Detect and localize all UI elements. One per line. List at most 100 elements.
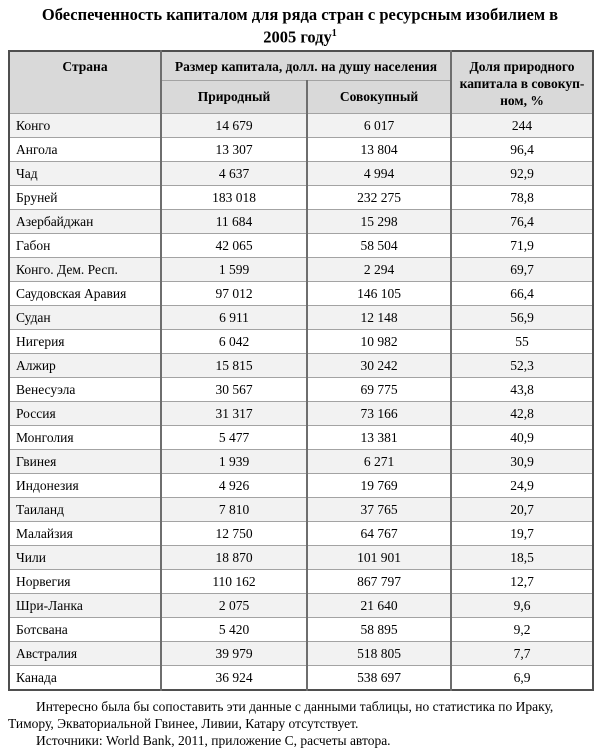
cell-natural: 97 012	[160, 280, 308, 306]
cell-total: 19 769	[306, 472, 452, 498]
cell-natural: 13 307	[160, 136, 308, 162]
cell-total: 232 275	[306, 184, 452, 210]
table-row: Ботсвана 5 420 58 895 9,2	[8, 616, 594, 642]
cell-natural: 5 477	[160, 424, 308, 450]
table-row: Габон 42 065 58 504 71,9	[8, 232, 594, 258]
table-row: Бруней 183 018 232 275 78,8	[8, 184, 594, 210]
cell-country: Конго. Дем. Респ.	[8, 256, 162, 282]
header-natural: Природный	[160, 79, 308, 114]
table-row: Конго. Дем. Респ. 1 599 2 294 69,7	[8, 256, 594, 282]
cell-share: 52,3	[450, 352, 594, 378]
cell-country: Индонезия	[8, 472, 162, 498]
cell-natural: 14 679	[160, 112, 308, 138]
table-row: Конго 14 679 6 017 244	[8, 112, 594, 138]
table-row: Гвинея 1 939 6 271 30,9	[8, 448, 594, 474]
cell-share: 78,8	[450, 184, 594, 210]
table-row: Россия 31 317 73 166 42,8	[8, 400, 594, 426]
cell-total: 538 697	[306, 664, 452, 690]
cell-share: 9,6	[450, 592, 594, 618]
cell-natural: 4 637	[160, 160, 308, 186]
cell-share: 244	[450, 112, 594, 138]
table-row: Нигерия 6 042 10 982 55	[8, 328, 594, 354]
cell-total: 518 805	[306, 640, 452, 666]
cell-total: 73 166	[306, 400, 452, 426]
cell-share: 43,8	[450, 376, 594, 402]
cell-natural: 2 075	[160, 592, 308, 618]
cell-share: 7,7	[450, 640, 594, 666]
note-sources: Источники: World Bank, 2011, приложение …	[36, 732, 391, 748]
cell-natural: 12 750	[160, 520, 308, 546]
cell-natural: 7 810	[160, 496, 308, 522]
table-row: Чили 18 870 101 901 18,5	[8, 544, 594, 570]
capital-table: Страна Размер капитала, долл. на душу на…	[8, 49, 594, 691]
cell-share: 96,4	[450, 136, 594, 162]
cell-country: Шри-Ланка	[8, 592, 162, 618]
cell-share: 30,9	[450, 448, 594, 474]
cell-total: 101 901	[306, 544, 452, 570]
cell-share: 20,7	[450, 496, 594, 522]
table-row: Малайзия 12 750 64 767 19,7	[8, 520, 594, 546]
table-row: Монголия 5 477 13 381 40,9	[8, 424, 594, 450]
cell-natural: 31 317	[160, 400, 308, 426]
cell-total: 69 775	[306, 376, 452, 402]
cell-natural: 42 065	[160, 232, 308, 258]
cell-country: Нигерия	[8, 328, 162, 354]
cell-natural: 11 684	[160, 208, 308, 234]
cell-share: 6,9	[450, 664, 594, 690]
cell-total: 6 271	[306, 448, 452, 474]
note-comment: Интересно была бы сопоставить эти данные…	[8, 698, 554, 731]
cell-country: Чад	[8, 160, 162, 186]
cell-total: 37 765	[306, 496, 452, 522]
cell-natural: 1 939	[160, 448, 308, 474]
cell-share: 92,9	[450, 160, 594, 186]
cell-natural: 15 815	[160, 352, 308, 378]
cell-total: 64 767	[306, 520, 452, 546]
footnotes: Интересно была бы сопоставить эти данные…	[8, 698, 592, 749]
header-total: Совокупный	[306, 79, 452, 114]
cell-country: Азербайджан	[8, 208, 162, 234]
table-row: Судан 6 911 12 148 56,9	[8, 304, 594, 330]
cell-country: Конго	[8, 112, 162, 138]
table-row: Алжир 15 815 30 242 52,3	[8, 352, 594, 378]
cell-total: 21 640	[306, 592, 452, 618]
cell-total: 2 294	[306, 256, 452, 282]
table-row: Ангола 13 307 13 804 96,4	[8, 136, 594, 162]
cell-country: Монголия	[8, 424, 162, 450]
cell-country: Судан	[8, 304, 162, 330]
cell-total: 4 994	[306, 160, 452, 186]
cell-share: 40,9	[450, 424, 594, 450]
cell-share: 71,9	[450, 232, 594, 258]
cell-total: 58 504	[306, 232, 452, 258]
footnote-marker: 1	[331, 28, 337, 39]
cell-share: 12,7	[450, 568, 594, 594]
cell-share: 42,8	[450, 400, 594, 426]
cell-country: Саудовская Аравия	[8, 280, 162, 306]
cell-total: 6 017	[306, 112, 452, 138]
cell-total: 146 105	[306, 280, 452, 306]
cell-country: Габон	[8, 232, 162, 258]
table-row: Таиланд 7 810 37 765 20,7	[8, 496, 594, 522]
table-header: Страна Размер капитала, долл. на душу на…	[8, 50, 594, 114]
cell-country: Россия	[8, 400, 162, 426]
cell-country: Венесуэла	[8, 376, 162, 402]
cell-total: 15 298	[306, 208, 452, 234]
cell-total: 30 242	[306, 352, 452, 378]
page-title: Обеспеченность капиталом для ряда стран …	[20, 5, 580, 47]
document-page: { "page": { "title_line1": "Обеспеченнос…	[0, 5, 600, 753]
cell-natural: 5 420	[160, 616, 308, 642]
cell-share: 9,2	[450, 616, 594, 642]
cell-share: 56,9	[450, 304, 594, 330]
cell-natural: 18 870	[160, 544, 308, 570]
cell-natural: 1 599	[160, 256, 308, 282]
cell-share: 69,7	[450, 256, 594, 282]
cell-share: 76,4	[450, 208, 594, 234]
header-country: Страна	[8, 50, 162, 114]
table-row: Венесуэла 30 567 69 775 43,8	[8, 376, 594, 402]
table-row: Норвегия 110 162 867 797 12,7	[8, 568, 594, 594]
cell-country: Ботсвана	[8, 616, 162, 642]
cell-total: 13 804	[306, 136, 452, 162]
cell-country: Алжир	[8, 352, 162, 378]
cell-country: Малайзия	[8, 520, 162, 546]
page-title-line1: Обеспеченность капиталом для ряда стран …	[41, 5, 559, 24]
cell-country: Австралия	[8, 640, 162, 666]
